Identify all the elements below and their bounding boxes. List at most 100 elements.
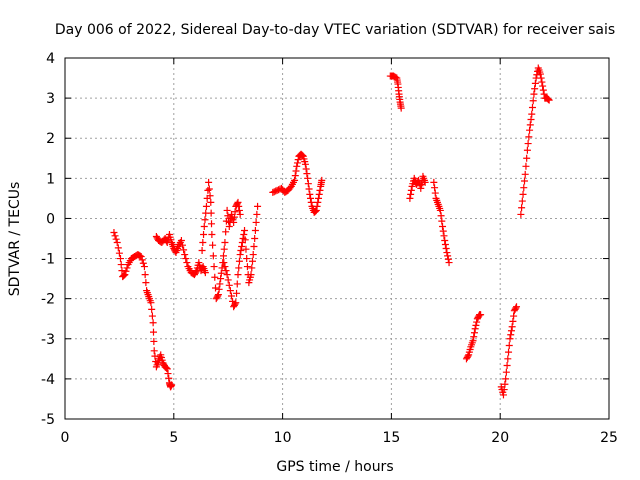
data-point: [212, 284, 220, 292]
data-point: [117, 261, 125, 269]
series-seg-j: [497, 303, 521, 399]
data-point: [164, 370, 172, 378]
data-point: [120, 271, 128, 279]
data-point: [199, 239, 207, 247]
data-point: [430, 178, 438, 186]
data-point: [510, 312, 518, 320]
data-point: [539, 82, 547, 90]
data-point: [439, 227, 447, 235]
data-point: [162, 364, 170, 372]
data-point: [316, 186, 324, 194]
data-point: [251, 226, 259, 234]
data-point: [137, 253, 145, 261]
data-point: [469, 337, 477, 345]
data-point: [123, 264, 131, 272]
data-point: [502, 368, 510, 376]
data-point: [243, 255, 251, 263]
data-point: [198, 247, 206, 255]
data-point: [180, 246, 188, 254]
data-point: [202, 202, 210, 210]
data-point: [252, 218, 260, 226]
data-point: [315, 194, 323, 202]
grid-layer: [65, 58, 609, 419]
data-point: [315, 190, 323, 198]
data-point: [508, 323, 516, 331]
data-point: [235, 202, 243, 210]
data-point: [464, 352, 472, 360]
data-point: [539, 86, 547, 94]
data-point: [222, 228, 230, 236]
data-point: [406, 194, 414, 202]
data-point: [240, 230, 248, 238]
data-point: [298, 151, 306, 159]
data-point: [304, 180, 312, 188]
data-point: [445, 259, 453, 267]
y-tick-label: 2: [46, 131, 55, 147]
data-point: [230, 213, 238, 221]
series-seg-g: [406, 172, 429, 202]
data-point: [182, 255, 190, 263]
data-point: [520, 184, 528, 192]
data-point: [232, 299, 240, 307]
data-point: [504, 355, 512, 363]
data-point: [221, 239, 229, 247]
data-point: [163, 237, 171, 245]
data-point: [207, 198, 215, 206]
data-point: [207, 209, 215, 217]
data-point: [208, 230, 216, 238]
data-point: [312, 206, 320, 214]
data-point: [440, 232, 448, 240]
data-point: [250, 243, 258, 251]
data-point: [421, 178, 429, 186]
data-point: [437, 212, 445, 220]
data-point: [314, 198, 322, 206]
data-point: [526, 126, 534, 134]
series-seg-h: [430, 178, 453, 267]
data-point: [200, 222, 208, 230]
y-tick-label: -2: [41, 292, 55, 308]
data-point: [537, 74, 545, 82]
data-point: [299, 152, 307, 160]
data-point: [243, 263, 251, 271]
data-point: [217, 275, 225, 283]
y-tick-label: 1: [46, 171, 55, 187]
data-point: [230, 218, 238, 226]
y-tick-label: -1: [41, 252, 55, 268]
data-point: [545, 96, 553, 104]
data-point: [223, 271, 231, 279]
data-point: [150, 337, 158, 345]
series-seg-c: [198, 178, 244, 303]
data-point: [165, 374, 173, 382]
data-point: [303, 170, 311, 178]
data-point: [150, 347, 158, 355]
data-point: [517, 210, 525, 218]
data-point: [292, 167, 300, 175]
data-point: [499, 391, 507, 399]
data-point: [237, 247, 245, 255]
data-point: [526, 121, 534, 129]
data-point: [138, 256, 146, 264]
data-point: [501, 380, 509, 388]
data-point: [142, 279, 150, 287]
data-point: [235, 264, 243, 272]
data-point: [509, 317, 517, 325]
data-point: [248, 257, 256, 265]
plot-frame: [64, 57, 610, 420]
data-point: [507, 331, 515, 339]
data-point: [523, 154, 531, 162]
data-point: [531, 79, 539, 87]
data-point: [139, 259, 147, 267]
data-point: [439, 222, 447, 230]
data-point: [235, 257, 243, 265]
chart-title: Day 006 of 2022, Sidereal Day-to-day VTE…: [55, 22, 615, 38]
data-point: [519, 190, 527, 198]
data-point: [110, 228, 118, 236]
data-point: [470, 333, 478, 341]
data-point: [231, 208, 239, 216]
y-axis-label: SDTVAR / TECUs: [7, 182, 23, 297]
data-point: [407, 186, 415, 194]
data-point: [527, 116, 535, 124]
data-point: [140, 263, 148, 271]
data-point: [205, 178, 213, 186]
data-point: [113, 239, 121, 247]
